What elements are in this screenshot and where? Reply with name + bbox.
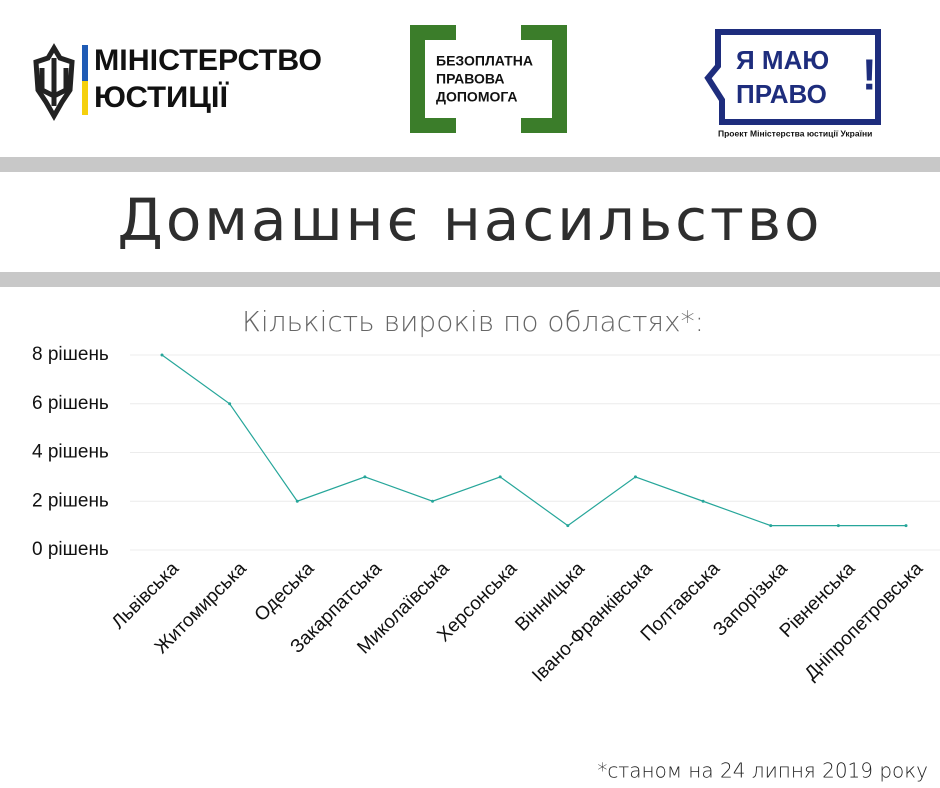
speech-bubble: [704, 29, 881, 125]
legal-aid-text: ДОПОМОГА: [436, 89, 518, 105]
legal-aid-logo: БЕЗОПЛАТНА ПРАВОВА ДОПОМОГА: [410, 25, 567, 133]
ministry-logo: МІНІСТЕРСТВО ЮСТИЦІЇ: [33, 43, 322, 122]
x-tick-label: Івано-Франківська: [528, 558, 657, 687]
y-tick-label: 2 рішень: [32, 490, 109, 511]
data-point: [769, 524, 773, 528]
main-title: Домашнє насильство: [118, 186, 823, 254]
project-mark: !: [862, 51, 877, 100]
bracket: [410, 25, 456, 133]
ministry-name: МІНІСТЕРСТВО: [94, 44, 322, 77]
x-tick-label: Одеська: [251, 558, 319, 626]
project-logo: Я МАЮ ПРАВО ! Проект Міністерства юстиці…: [704, 29, 881, 138]
data-point: [363, 475, 367, 479]
data-point: [904, 524, 908, 528]
data-line: [161, 354, 906, 527]
chart-subtitle: Кількість вироків по областях*:: [242, 305, 704, 338]
trident: [33, 43, 75, 122]
data-point: [228, 402, 232, 406]
data-point: [431, 499, 435, 503]
x-tick-label: Дніпропетровська: [801, 558, 928, 685]
project-caption: Проект Міністерства юстиції України: [718, 128, 872, 138]
y-tick-label: 4 рішень: [32, 442, 109, 463]
flag-yellow: [82, 81, 88, 115]
data-point: [566, 524, 570, 528]
y-tick-label: 6 рішень: [32, 393, 109, 414]
divider: [0, 157, 940, 172]
data-point: [633, 475, 637, 479]
y-tick-label: 0 рішень: [32, 539, 109, 560]
bracket: [521, 25, 567, 133]
data-point: [295, 499, 299, 503]
flag-blue: [82, 45, 88, 81]
footnote: *станом на 24 липня 2019 року: [597, 759, 928, 783]
project-text: Я МАЮ: [736, 45, 829, 75]
project-text: ПРАВО: [736, 79, 827, 109]
y-tick-label: 8 рішень: [32, 344, 109, 365]
legal-aid-text: ПРАВОВА: [436, 71, 504, 87]
divider: [0, 272, 940, 287]
data-point: [160, 353, 164, 357]
data-point: [836, 524, 840, 528]
data-point: [701, 499, 705, 503]
ministry-name: ЮСТИЦІЇ: [94, 81, 229, 114]
legal-aid-text: БЕЗОПЛАТНА: [436, 53, 533, 69]
data-point: [498, 475, 502, 479]
